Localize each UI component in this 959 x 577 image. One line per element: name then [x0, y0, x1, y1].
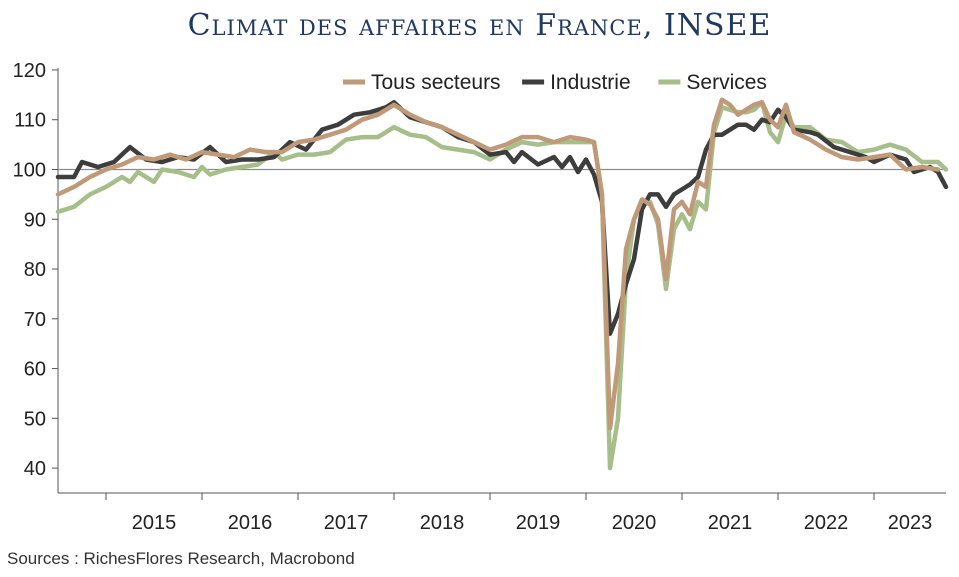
legend-label: Services: [686, 71, 767, 94]
y-tick-label: 40: [24, 458, 46, 480]
y-tick-label: 60: [24, 359, 46, 381]
y-axis: 40 50 60 70 80 90 100 110 120: [13, 60, 59, 493]
x-tick-label: 2019: [516, 512, 561, 534]
series-line-services: [55, 100, 949, 471]
y-tick-label: 80: [24, 259, 46, 281]
x-tick-label: 2016: [228, 512, 273, 534]
y-tick-label: 70: [24, 309, 46, 331]
series-line-tous-secteurs: [55, 97, 941, 431]
y-tick-label: 110: [14, 110, 46, 132]
y-tick-label: 100: [13, 159, 46, 181]
legend-label: Industrie: [550, 71, 631, 94]
legend: Tous secteurs Industrie Services: [343, 71, 767, 94]
x-tick-label: 2021: [708, 512, 753, 534]
x-axis: 2015 2016 2017 2018 2019 2020 2021 2022 2023: [58, 492, 946, 534]
x-tick-label: 2022: [804, 512, 849, 534]
x-tick-label: 2018: [420, 512, 465, 534]
x-tick-label: 2020: [612, 512, 657, 534]
x-tick-label: 2015: [132, 512, 177, 534]
y-tick-label: 120: [13, 60, 46, 82]
legend-label: Tous secteurs: [371, 71, 501, 94]
source-note: Sources : RichesFlores Research, Macrobo…: [7, 549, 355, 568]
y-tick-label: 50: [24, 408, 46, 430]
series-lines: [55, 97, 949, 471]
x-tick-label: 2023: [888, 512, 933, 534]
x-tick-label: 2017: [324, 512, 369, 534]
y-tick-label: 90: [24, 209, 46, 231]
series-line-industrie: [55, 100, 949, 336]
chart-title: Climat des affaires en France, INSEE: [187, 8, 772, 43]
